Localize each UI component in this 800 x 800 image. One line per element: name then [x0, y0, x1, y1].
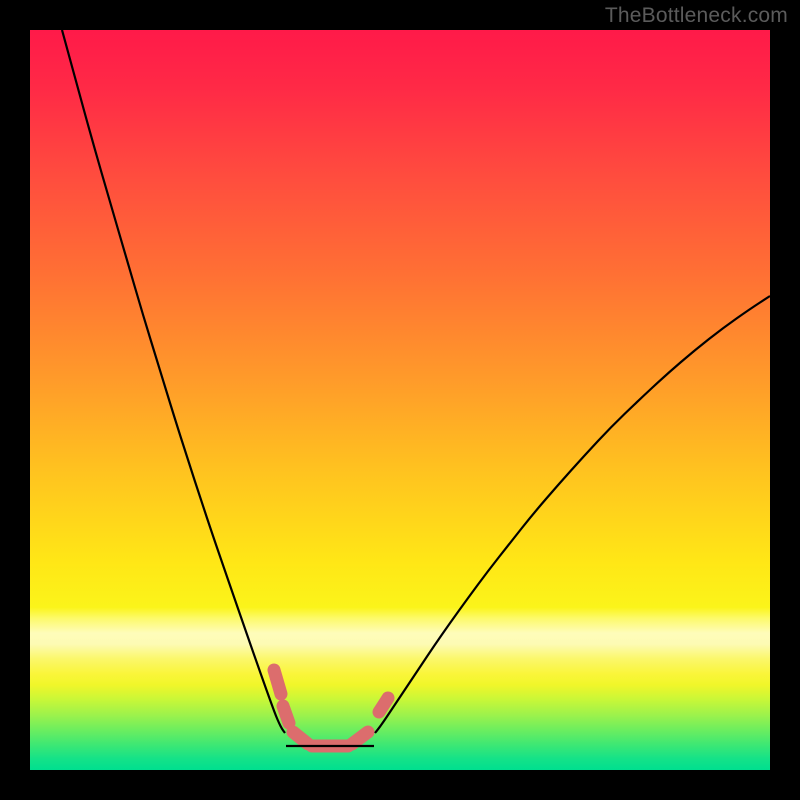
curve-layer	[30, 30, 770, 770]
highlight-segment	[293, 732, 308, 744]
right-branch-curve	[375, 296, 770, 733]
outer-frame: TheBottleneck.com	[0, 0, 800, 800]
watermark-text: TheBottleneck.com	[605, 4, 788, 28]
highlight-segments	[274, 670, 388, 746]
left-branch-curve	[62, 30, 285, 733]
highlight-segment	[283, 706, 289, 723]
highlight-segment	[379, 698, 388, 712]
plot-area	[30, 30, 770, 770]
highlight-segment	[352, 732, 368, 744]
highlight-segment	[274, 670, 281, 694]
